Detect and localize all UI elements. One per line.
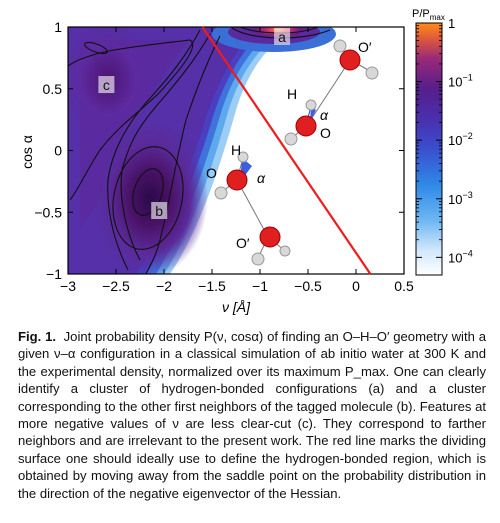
figure-panel: −3 −2.5 −2 −1.5 −1 −0.5 0 0.5 1 0.5 0 −0.5 −1 ν [Å]… [19,8,473,315]
region-label-box [274,27,291,45]
region-label-box [151,202,168,220]
x-tick-label: 0 [352,278,360,294]
molecule-upper [284,39,379,146]
label-alpha-upper: α [320,107,329,123]
region-labels: a c b [98,27,291,220]
y-tick-label: 0 [54,143,62,159]
colorbar: P/Pmax 1 10−1 10−2 10−3 10−4 [412,8,473,276]
y-tick-label: −1 [46,266,62,282]
x-tick-label: −3 [60,278,76,294]
region-label-b: b [155,203,163,219]
y-tick-label: 0.5 [43,81,63,97]
region-label-a: a [278,29,286,45]
label-h-upper: H [287,86,297,102]
region-label-box [98,76,115,94]
colorbar-title: P/Pmax [412,8,445,22]
density-plot: −3 −2.5 −2 −1.5 −1 −0.5 0 0.5 1 0.5 0 −0.5 −1 ν [Å]… [19,8,473,315]
y-axis-label: cos α [19,135,35,169]
colorbar-tick-label: 10−4 [448,248,473,265]
colorbar-tick-label: 10−1 [448,73,473,90]
y-axis: 1 0.5 0 −0.5 −1 [34,19,404,282]
x-tick-label: −1 [252,278,268,294]
x-tick-label: −1.5 [198,278,226,294]
molecule-labels: O′ H O α H O α O′ [206,39,372,251]
figure-caption: Fig. 1. Joint probability density P(ν, c… [18,328,486,502]
x-axis-label: ν [Å] [222,299,251,315]
x-tick-label: 0.5 [394,278,414,294]
region-label-c: c [103,77,110,93]
colorbar-tick-label: 10−3 [448,190,473,207]
colorbar-tick-label: 10−2 [448,131,473,148]
dividing-line [201,26,372,275]
x-tick-label: −2 [156,278,172,294]
caption-label: Fig. 1. [18,329,56,344]
molecule-lower [214,151,291,266]
colorbar-tick-label: 1 [448,16,455,31]
label-h-lower: H [231,142,241,158]
x-tick-label: −0.5 [294,278,322,294]
label-alpha-lower: α [257,170,266,186]
y-tick-label: −0.5 [34,204,62,220]
label-o-lower: O [206,165,217,181]
label-o-upper: O [320,125,331,141]
x-tick-label: −2.5 [102,278,130,294]
caption-text: Joint probability density P(ν, cosα) of … [18,329,487,501]
label-o-prime-upper: O′ [358,39,372,55]
y-tick-label: 1 [54,19,62,35]
x-axis: −3 −2.5 −2 −1.5 −1 −0.5 0 0.5 [60,27,414,294]
label-o-prime-lower: O′ [236,235,250,251]
